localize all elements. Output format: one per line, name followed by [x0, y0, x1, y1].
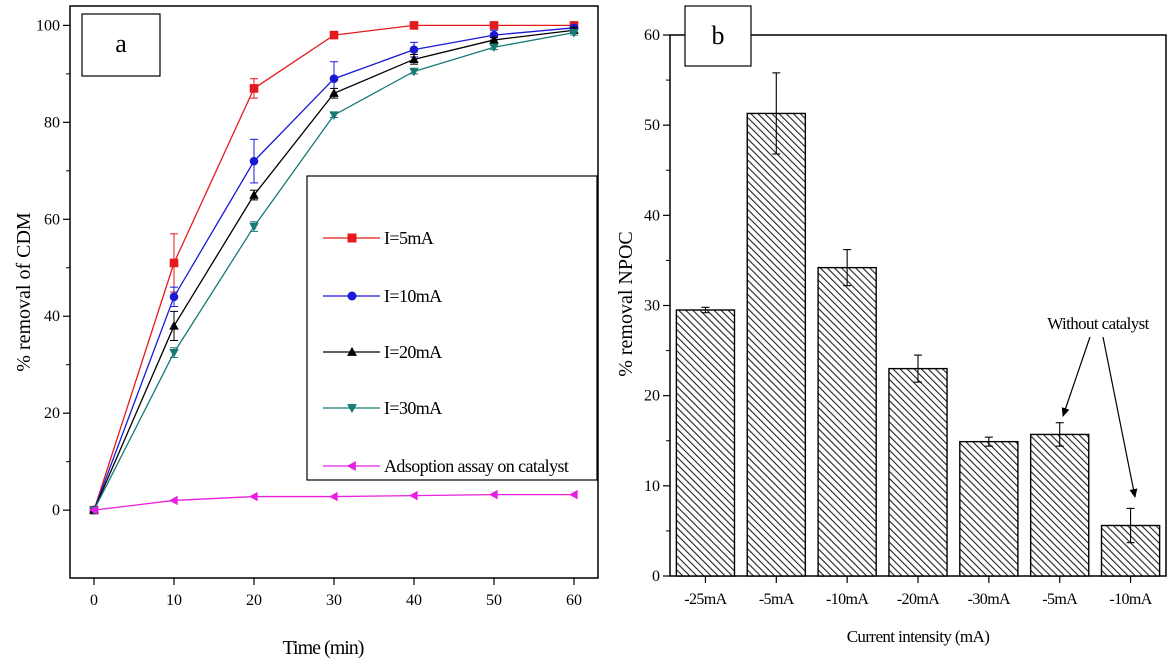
y-tick-label: 50 — [644, 117, 660, 134]
annotation-arrow-2 — [1102, 336, 1138, 498]
data-point — [489, 43, 499, 53]
x-tick-label: 50 — [486, 592, 502, 609]
y-tick-label: 0 — [52, 502, 60, 519]
y-tick-label: 10 — [644, 478, 660, 495]
panel-b-ylabel: % removal NPOC — [615, 231, 637, 377]
panel-a-tag-label: a — [115, 29, 127, 58]
panel-b-bars — [675, 72, 1161, 577]
data-point — [329, 111, 339, 121]
panel-a-legend: I=5mA I=10mA I=20mA I=30mA Adsoption assay o… — [306, 175, 598, 481]
x-tick-label: 30 — [326, 592, 342, 609]
legend-label: I=30mA — [384, 398, 442, 418]
data-point — [169, 292, 179, 302]
data-point — [249, 222, 259, 232]
legend-marker — [347, 291, 357, 301]
data-point — [89, 505, 98, 515]
data-point — [169, 320, 179, 330]
bar — [959, 440, 1019, 577]
legend-marker — [347, 346, 357, 356]
y-tick-label: 20 — [44, 405, 60, 422]
x-tick-label: 10 — [166, 592, 182, 609]
x-tick-label: 20 — [246, 592, 262, 609]
data-point — [409, 54, 419, 63]
without-catalyst-annotation: Without catalyst — [1047, 314, 1150, 498]
data-point — [409, 21, 419, 30]
legend-marker — [347, 233, 357, 243]
x-tick-label: -20mA — [897, 591, 940, 608]
panel-a-tag: a — [81, 13, 161, 77]
data-point — [409, 490, 418, 501]
panel-a-axes: 0 10 20 30 40 50 60 0 20 40 60 80 100 — [36, 17, 582, 609]
data-point — [569, 489, 578, 500]
data-point — [169, 348, 179, 358]
data-point — [329, 88, 339, 97]
data-point — [329, 74, 339, 84]
bar — [888, 367, 948, 577]
bar — [746, 112, 807, 577]
panel-a-ylabel: % removal of CDM — [13, 212, 35, 372]
y-tick-label: 100 — [36, 17, 60, 34]
y-tick-label: 60 — [44, 211, 60, 228]
data-point — [249, 491, 258, 502]
data-point — [169, 258, 179, 268]
annotation-label: Without catalyst — [1047, 314, 1149, 333]
panel-a-xlabel: Time (min) — [283, 637, 364, 659]
panel-a-series — [89, 21, 579, 516]
annotation-arrow-1 — [1061, 336, 1091, 417]
x-tick-label: -5mA — [1042, 591, 1078, 608]
x-tick-label: -30mA — [968, 591, 1011, 608]
x-tick-label: -25mA — [684, 591, 727, 608]
legend-box — [306, 175, 598, 481]
y-tick-label: 30 — [644, 298, 660, 315]
series-4 — [89, 489, 578, 515]
data-point — [489, 34, 499, 44]
data-point — [409, 67, 419, 77]
bar — [1029, 433, 1090, 577]
data-point — [489, 21, 499, 30]
data-point — [409, 45, 419, 54]
legend-label: I=10mA — [384, 286, 442, 306]
data-point — [169, 495, 178, 506]
data-point — [489, 489, 498, 500]
panel-b: 0 10 20 30 40 50 60 -25mA -5mA -10mA -20mA -30mA -5m… — [615, 5, 1167, 646]
data-point — [329, 30, 339, 40]
data-point — [329, 491, 338, 502]
x-tick-label: -10mA — [1109, 591, 1152, 608]
data-point — [249, 84, 259, 93]
panel-b-tag: b — [684, 5, 752, 67]
y-tick-label: 80 — [44, 114, 60, 131]
data-point — [569, 29, 579, 38]
data-point — [249, 190, 259, 199]
panel-b-xlabel: Current intensity (mA) — [847, 627, 990, 646]
y-tick-label: 60 — [644, 27, 660, 44]
legend-label: Adsoption assay on catalyst — [384, 456, 569, 476]
data-point — [249, 156, 259, 166]
legend-label: I=5mA — [384, 228, 434, 248]
legend-marker — [346, 461, 356, 471]
bar — [817, 266, 877, 577]
y-tick-label: 40 — [644, 207, 660, 224]
x-tick-label: 40 — [406, 592, 422, 609]
y-tick-label: 40 — [44, 308, 60, 325]
x-tick-label: -5mA — [759, 591, 795, 608]
series-3 — [89, 29, 579, 516]
legend-label: I=20mA — [384, 342, 442, 362]
x-tick-label: 0 — [90, 592, 98, 609]
panel-b-axes: 0 10 20 30 40 50 60 -25mA -5mA -10mA -20mA -30mA -5m… — [644, 27, 1153, 608]
y-tick-label: 0 — [652, 568, 660, 585]
bar — [675, 309, 736, 577]
legend-marker — [347, 404, 357, 414]
x-tick-label: -10mA — [826, 591, 869, 608]
panel-b-tag-label: b — [712, 21, 725, 50]
y-tick-label: 20 — [644, 388, 660, 405]
x-tick-label: 60 — [566, 592, 582, 609]
